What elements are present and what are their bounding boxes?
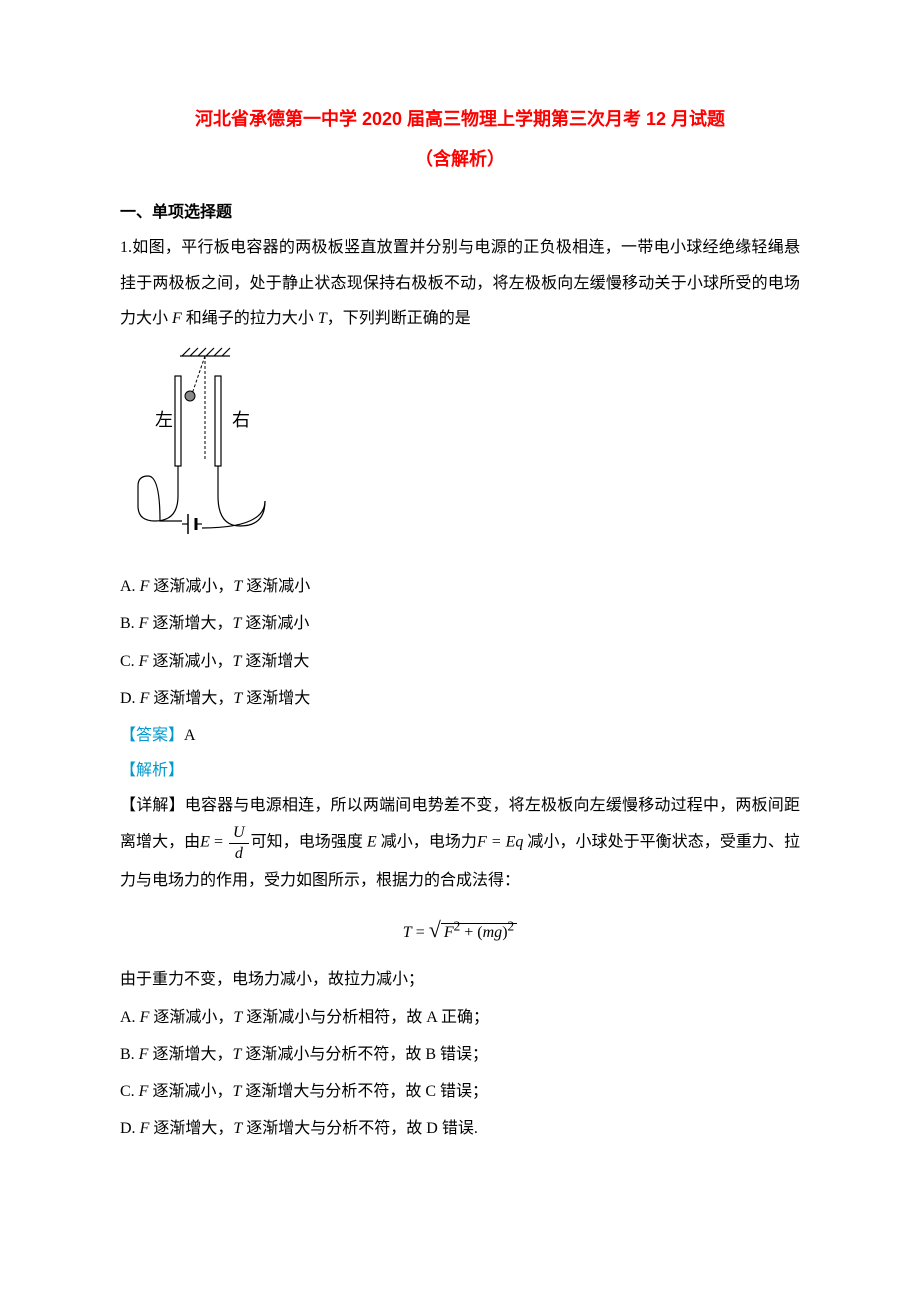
judgment-D: D. F 逐渐增大，T 逐渐增大与分析不符，故 D 错误.	[120, 1111, 800, 1146]
j-a-t: T	[233, 1009, 242, 1026]
judgment-A: A. F 逐渐减小，T 逐渐减小与分析相符，故 A 正确；	[120, 1000, 800, 1035]
analysis-label: 【解析】	[120, 753, 800, 788]
j-c-tail: 逐渐增大与分析不符，故 C 错误；	[241, 1083, 488, 1100]
detail-E: E	[367, 834, 377, 851]
j-a-mid: 逐渐减小，	[149, 1009, 233, 1026]
detail-paragraph: 【详解】电容器与电源相连，所以两端间电势差不变，将左极板向左缓慢移动过程中，两板…	[120, 788, 800, 898]
eq1-eq: =	[210, 834, 227, 851]
answer-line: 【答案】A	[120, 718, 800, 753]
opt-c-tail: 逐渐增大	[241, 653, 309, 670]
j-d-f: F	[140, 1120, 150, 1137]
question-stem: 1.如图，平行板电容器的两极板竖直放置并分别与电源的正负极相连，一带电小球经绝缘…	[120, 230, 800, 336]
stem-end: ，下列判断正确的是	[327, 310, 471, 327]
j-c-mid: 逐渐减小，	[148, 1083, 232, 1100]
eq1-num: U	[229, 823, 249, 843]
opt-a-mid: 逐渐减小，	[149, 578, 233, 595]
circuit-diagram: 左 右	[120, 346, 800, 559]
judgment-C: C. F 逐渐减小，T 逐渐增大与分析不符，故 C 错误；	[120, 1074, 800, 1109]
opt-d-mid: 逐渐增大，	[149, 690, 233, 707]
answer-label: 【答案】	[120, 727, 184, 744]
j-d-prefix: D.	[120, 1120, 140, 1137]
section-heading: 一、单项选择题	[120, 195, 800, 230]
j-a-prefix: A.	[120, 1009, 140, 1026]
option-C: C. F 逐渐减小，T 逐渐增大	[120, 644, 800, 679]
stem-T: T	[318, 310, 327, 327]
answer-value: A	[184, 727, 196, 744]
opt-c-f: F	[139, 653, 149, 670]
eq1-den: d	[229, 844, 249, 863]
option-A: A. F 逐渐减小，T 逐渐减小	[120, 569, 800, 604]
opt-a-t: T	[233, 578, 242, 595]
j-d-tail: 逐渐增大与分析不符，故 D 错误.	[242, 1120, 478, 1137]
stem-mid: 和绳子的拉力大小	[182, 310, 318, 327]
formula-T: T = √F2 + (mg)2	[120, 906, 800, 954]
option-D: D. F 逐渐增大，T 逐渐增大	[120, 681, 800, 716]
eq1-frac: Ud	[229, 823, 249, 862]
stem-F: F	[172, 310, 182, 327]
opt-a-prefix: A.	[120, 578, 140, 595]
j-a-f: F	[140, 1009, 150, 1026]
exam-title-line1: 河北省承德第一中学 2020 届高三物理上学期第三次月考 12 月试题	[120, 100, 800, 140]
question-number: 1.	[120, 239, 132, 256]
exam-title-line2: （含解析）	[120, 140, 800, 180]
j-c-prefix: C.	[120, 1083, 139, 1100]
j-d-mid: 逐渐增大，	[149, 1120, 233, 1137]
opt-d-t: T	[233, 690, 242, 707]
detail-label: 【详解】	[120, 797, 185, 814]
sqrt-symbol: √	[429, 917, 441, 942]
opt-a-f: F	[140, 578, 150, 595]
opt-b-f: F	[139, 615, 149, 632]
formula-eq: =	[412, 924, 429, 941]
eq1-lhs: E	[200, 834, 210, 851]
j-c-f: F	[139, 1083, 149, 1100]
opt-b-prefix: B.	[120, 615, 139, 632]
j-d-t: T	[233, 1120, 242, 1137]
opt-b-tail: 逐渐减小	[241, 615, 309, 632]
detail-F: F	[477, 834, 487, 851]
j-b-f: F	[139, 1046, 149, 1063]
j-b-mid: 逐渐增大，	[148, 1046, 232, 1063]
opt-a-tail: 逐渐减小	[242, 578, 310, 595]
judgment-B: B. F 逐渐增大，T 逐渐减小与分析不符，故 B 错误；	[120, 1037, 800, 1072]
opt-c-mid: 逐渐减小，	[148, 653, 232, 670]
j-a-tail: 逐渐减小与分析相符，故 A 正确；	[242, 1009, 489, 1026]
sqrt-content: F2 + (mg)2	[441, 923, 517, 941]
opt-d-tail: 逐渐增大	[242, 690, 310, 707]
left-plate-label: 左	[155, 410, 173, 430]
opt-d-prefix: D.	[120, 690, 140, 707]
conclusion: 由于重力不变，电场力减小，故拉力减小；	[120, 962, 800, 997]
j-b-prefix: B.	[120, 1046, 139, 1063]
opt-b-mid: 逐渐增大，	[148, 615, 232, 632]
detail-eq2: = Eq	[487, 834, 524, 851]
detail-part3: 减小，电场力	[377, 834, 477, 851]
formula-T-sym: T	[403, 924, 412, 941]
detail-part2: 可知，电场强度	[251, 834, 367, 851]
opt-c-prefix: C.	[120, 653, 139, 670]
j-b-tail: 逐渐减小与分析不符，故 B 错误；	[241, 1046, 488, 1063]
option-B: B. F 逐渐增大，T 逐渐减小	[120, 606, 800, 641]
right-plate-label: 右	[232, 410, 250, 430]
opt-d-f: F	[140, 690, 150, 707]
